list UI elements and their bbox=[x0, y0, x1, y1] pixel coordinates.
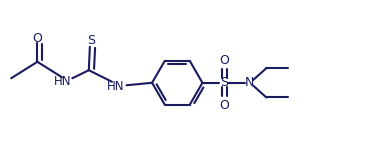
Text: N: N bbox=[245, 76, 254, 89]
Text: S: S bbox=[87, 34, 95, 47]
Text: O: O bbox=[220, 99, 229, 112]
Text: S: S bbox=[220, 76, 228, 89]
Text: HN: HN bbox=[54, 75, 72, 88]
Text: O: O bbox=[220, 54, 229, 67]
Text: O: O bbox=[32, 32, 42, 45]
Text: HN: HN bbox=[107, 80, 125, 93]
